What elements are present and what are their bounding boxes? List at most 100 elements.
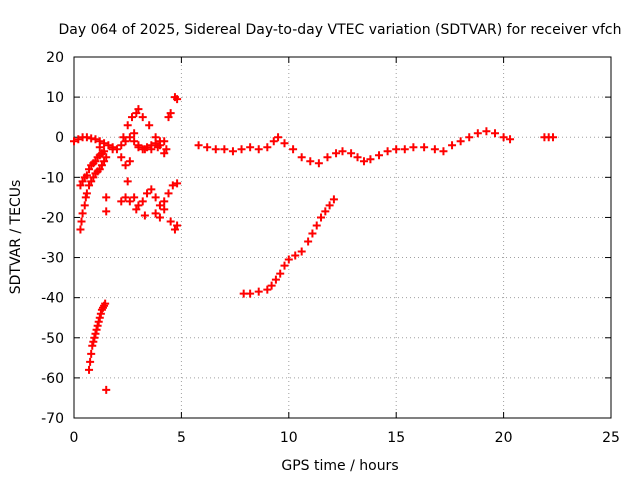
data-point: [134, 201, 143, 210]
y-tick-label: -10: [41, 170, 64, 186]
data-point: [78, 177, 87, 186]
data-point: [237, 145, 246, 154]
data-point: [170, 225, 179, 234]
data-point: [102, 385, 111, 394]
data-point: [173, 221, 182, 230]
data-point: [254, 145, 263, 154]
data-point: [95, 143, 104, 152]
data-point: [147, 185, 156, 194]
data-point: [90, 333, 99, 342]
data-point: [117, 153, 126, 162]
data-point: [353, 153, 362, 162]
data-point: [91, 329, 100, 338]
data-point: [138, 113, 147, 122]
data-point: [123, 177, 132, 186]
data-point: [276, 269, 285, 278]
x-axis-label: GPS time / hours: [281, 458, 398, 474]
data-point: [151, 193, 160, 202]
data-point: [325, 201, 334, 210]
data-point: [77, 217, 86, 226]
y-tick-label: 0: [55, 130, 64, 146]
data-point: [409, 143, 418, 152]
series-upper-scatter: [117, 93, 182, 186]
data-point: [88, 341, 97, 350]
data-point: [100, 157, 109, 166]
data-point: [89, 173, 98, 182]
data-point: [160, 149, 169, 158]
data-point: [119, 133, 128, 142]
data-point: [130, 129, 139, 138]
data-point: [78, 209, 87, 218]
data-point: [82, 189, 91, 198]
data-point: [359, 157, 368, 166]
series-near-zero-band: [70, 127, 558, 168]
data-point: [246, 289, 255, 298]
data-point: [85, 165, 94, 174]
data-point: [312, 221, 321, 230]
data-point: [101, 299, 110, 308]
data-point: [392, 145, 401, 154]
data-point: [134, 143, 143, 152]
data-point: [164, 189, 173, 198]
data-point: [121, 161, 130, 170]
data-point: [121, 137, 130, 146]
data-point: [132, 205, 141, 214]
data-point: [166, 109, 175, 118]
data-point: [280, 139, 289, 148]
y-tick-label: 20: [46, 50, 64, 66]
data-point: [92, 325, 101, 334]
data-point: [420, 143, 429, 152]
data-point: [91, 135, 100, 144]
data-point: [89, 337, 98, 346]
data-point: [151, 209, 160, 218]
data-point: [95, 165, 104, 174]
y-tick-label: -40: [41, 291, 64, 307]
data-point: [323, 153, 332, 162]
x-tick-label: 10: [280, 430, 298, 446]
data-point: [284, 255, 293, 264]
y-tick-label: -50: [41, 331, 64, 347]
data-point: [100, 139, 109, 148]
data-point: [332, 149, 341, 158]
data-point: [263, 143, 272, 152]
data-point: [82, 171, 91, 180]
data-point: [304, 237, 313, 246]
data-point: [130, 193, 139, 202]
data-point: [439, 147, 448, 156]
data-point: [121, 193, 130, 202]
y-axis-label: SDTVAR / TECUs: [8, 180, 24, 295]
series-falling-arc: [76, 153, 111, 234]
data-point: [430, 145, 439, 154]
data-point: [104, 141, 113, 150]
data-point: [95, 313, 104, 322]
x-tick-label: 20: [495, 430, 513, 446]
data-point: [375, 151, 384, 160]
data-point: [162, 145, 171, 154]
data-point: [125, 197, 134, 206]
data-point: [473, 129, 482, 138]
data-point: [448, 141, 457, 150]
data-point: [117, 197, 126, 206]
y-tick-label: -30: [41, 251, 64, 267]
data-point: [254, 287, 263, 296]
data-point: [87, 349, 96, 358]
data-point: [267, 281, 276, 290]
data-point: [127, 113, 136, 122]
data-point: [85, 181, 94, 190]
x-tick-label: 15: [387, 430, 405, 446]
data-point: [100, 147, 109, 156]
data-point: [269, 137, 278, 146]
series-lower-band: [95, 129, 171, 154]
data-point: [297, 153, 306, 162]
grid-lines: [74, 57, 611, 418]
data-point: [102, 153, 111, 162]
data-point: [102, 207, 111, 216]
data-point: [94, 317, 103, 326]
data-point: [147, 145, 156, 154]
data-point: [155, 201, 164, 210]
data-point: [203, 143, 212, 152]
data-point: [81, 193, 90, 202]
x-tick-label: 0: [70, 430, 79, 446]
data-point: [143, 189, 152, 198]
